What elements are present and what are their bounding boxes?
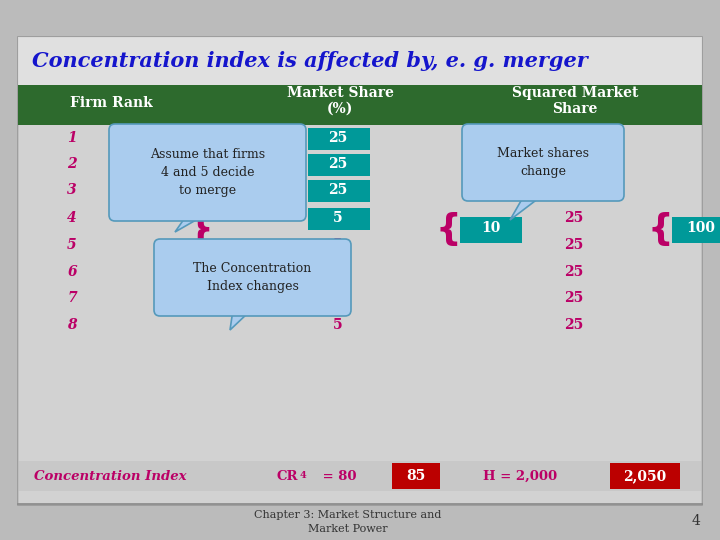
- Text: 2: 2: [67, 157, 77, 171]
- Text: Assume that firms
4 and 5 decide
to merge: Assume that firms 4 and 5 decide to merg…: [150, 148, 265, 197]
- Polygon shape: [528, 181, 544, 194]
- Text: The Concentration
Index changes: The Concentration Index changes: [194, 262, 312, 293]
- FancyBboxPatch shape: [109, 124, 306, 221]
- Text: 85: 85: [406, 469, 426, 483]
- Text: 25: 25: [328, 131, 348, 145]
- Text: 1: 1: [67, 131, 77, 145]
- Text: 25: 25: [564, 238, 584, 252]
- FancyBboxPatch shape: [308, 180, 370, 202]
- Text: CR: CR: [276, 469, 298, 483]
- Text: {: {: [647, 212, 673, 246]
- Text: 2,050: 2,050: [624, 469, 667, 483]
- Polygon shape: [190, 201, 206, 214]
- Text: 10: 10: [481, 220, 500, 234]
- Text: 5: 5: [67, 238, 77, 252]
- FancyBboxPatch shape: [18, 85, 702, 505]
- Text: Chapter 3: Market Structure and
Market Power: Chapter 3: Market Structure and Market P…: [254, 510, 441, 534]
- Text: 25: 25: [564, 291, 584, 305]
- Text: 5: 5: [333, 291, 343, 305]
- Text: }: }: [187, 212, 213, 246]
- FancyBboxPatch shape: [154, 239, 351, 316]
- Text: 625: 625: [559, 157, 588, 171]
- Text: 5: 5: [333, 211, 343, 225]
- Text: 4: 4: [67, 211, 77, 225]
- Text: Firm Rank: Firm Rank: [70, 96, 153, 110]
- Text: 25: 25: [564, 265, 584, 279]
- Text: 4: 4: [300, 471, 307, 480]
- Text: 6: 6: [67, 265, 77, 279]
- Text: 625: 625: [559, 131, 588, 145]
- FancyBboxPatch shape: [18, 85, 702, 125]
- FancyBboxPatch shape: [308, 128, 370, 150]
- FancyBboxPatch shape: [18, 37, 702, 505]
- Text: 7: 7: [67, 291, 77, 305]
- FancyBboxPatch shape: [462, 124, 624, 201]
- Polygon shape: [230, 308, 253, 330]
- FancyBboxPatch shape: [308, 208, 370, 230]
- Text: = 80: = 80: [318, 469, 356, 483]
- Text: Concentration Index: Concentration Index: [34, 469, 186, 483]
- FancyBboxPatch shape: [672, 217, 720, 242]
- Text: 625: 625: [559, 183, 588, 197]
- Text: 5: 5: [333, 318, 343, 332]
- FancyBboxPatch shape: [18, 37, 702, 87]
- Text: {: {: [435, 212, 461, 246]
- Polygon shape: [235, 296, 251, 309]
- Polygon shape: [510, 193, 546, 220]
- FancyBboxPatch shape: [18, 461, 702, 491]
- Text: Concentration index is affected by, e. g. merger: Concentration index is affected by, e. g…: [32, 51, 588, 71]
- Text: 5: 5: [333, 238, 343, 252]
- Text: 25: 25: [564, 211, 584, 225]
- Text: 3: 3: [67, 183, 77, 197]
- FancyBboxPatch shape: [460, 217, 522, 242]
- Text: Squared Market
Share: Squared Market Share: [512, 86, 638, 116]
- Text: 25: 25: [328, 183, 348, 197]
- Polygon shape: [175, 213, 208, 232]
- Text: H = 2,000: H = 2,000: [483, 469, 557, 483]
- FancyBboxPatch shape: [308, 154, 370, 176]
- Text: 5: 5: [333, 265, 343, 279]
- Text: 8: 8: [67, 318, 77, 332]
- Text: 4: 4: [691, 514, 700, 528]
- FancyBboxPatch shape: [610, 463, 680, 489]
- Text: Market shares
change: Market shares change: [497, 147, 589, 178]
- Text: 25: 25: [564, 318, 584, 332]
- FancyBboxPatch shape: [392, 463, 440, 489]
- Text: 25: 25: [328, 157, 348, 171]
- Text: 100: 100: [686, 220, 716, 234]
- Text: Market Share
(%): Market Share (%): [287, 86, 393, 116]
